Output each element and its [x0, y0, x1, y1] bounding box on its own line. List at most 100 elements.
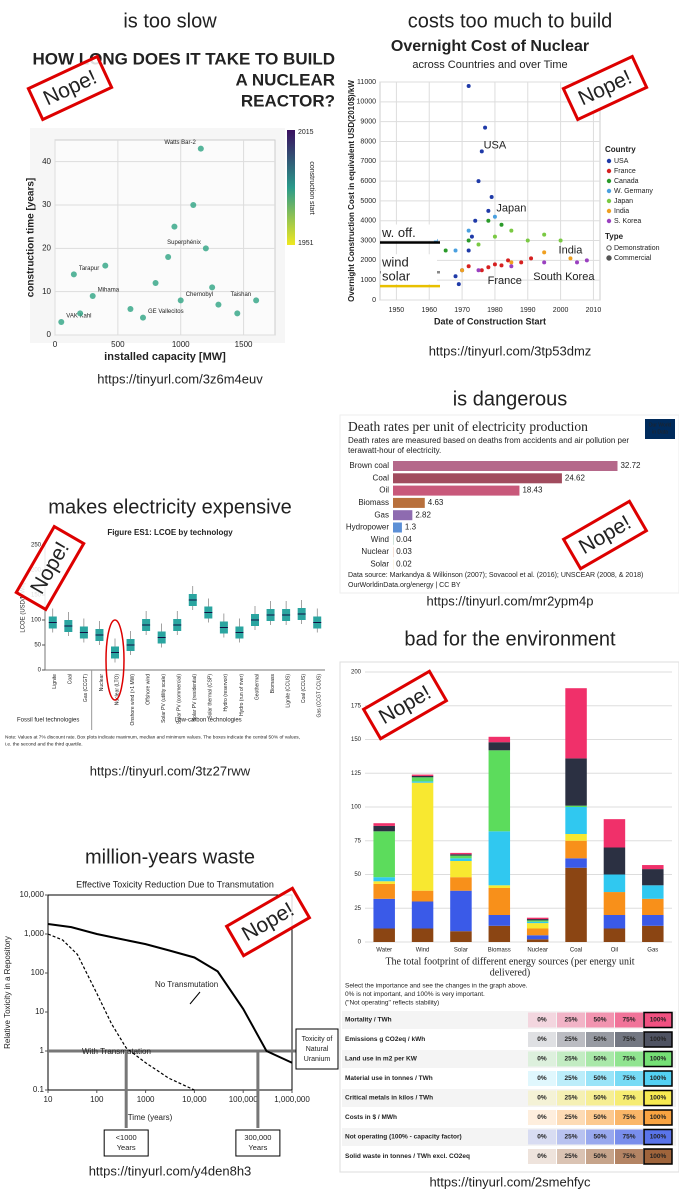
level-label[interactable]: 25%	[564, 1075, 577, 1082]
level-cell	[528, 1071, 556, 1086]
row-label: Mortality / TWh	[345, 1017, 392, 1024]
level-label[interactable]: 0%	[537, 1153, 547, 1160]
link[interactable]: https://tinyurl.com/3z6m4euv	[97, 371, 263, 386]
level-label[interactable]: 0%	[537, 1095, 547, 1102]
point	[476, 268, 481, 273]
category-label: Solar PV (commercial)	[177, 674, 183, 724]
point	[499, 263, 504, 268]
level-label[interactable]: 0%	[537, 1056, 547, 1063]
source: OurWorldinData.org/energy | CC BY	[348, 582, 461, 589]
x-tick-label: 2010	[586, 307, 602, 314]
y-tick-label: 6000	[360, 178, 376, 185]
point	[58, 319, 65, 325]
bar-segment	[565, 858, 587, 868]
level-cell	[615, 1129, 643, 1145]
link[interactable]: https://tinyurl.com/mr2ypm4p	[427, 593, 594, 608]
level-label[interactable]: 25%	[564, 1114, 577, 1121]
level-label[interactable]: 0%	[537, 1134, 547, 1141]
table-row	[342, 1108, 676, 1127]
level-label[interactable]: 75%	[622, 1134, 635, 1141]
level-label[interactable]: 25%	[564, 1134, 577, 1141]
group-label: Fossil fuel technologies	[17, 718, 79, 724]
bar-segment	[526, 920, 549, 922]
level-label[interactable]: 50%	[593, 1056, 606, 1063]
link[interactable]: https://tinyurl.com/2smehfyc	[429, 1174, 591, 1189]
level-label[interactable]: 50%	[593, 1017, 606, 1024]
link[interactable]: https://tinyurl.com/y4den8h3	[89, 1163, 252, 1178]
level-label[interactable]: 75%	[622, 1153, 635, 1160]
y-tick-label: 1000	[360, 277, 376, 284]
level-cell	[586, 1012, 614, 1028]
level-label[interactable]: 50%	[593, 1095, 606, 1102]
level-label[interactable]: 25%	[564, 1036, 577, 1043]
point	[165, 254, 172, 260]
chart-title: HOW LONG DOES IT TAKE TO BUILD	[32, 49, 335, 68]
chart-title: Effective Toxicity Reduction Due to Tran…	[76, 879, 274, 889]
y-tick-label: 7000	[360, 158, 376, 165]
level-label[interactable]: 100%	[650, 1153, 667, 1160]
level-label[interactable]: 75%	[622, 1114, 635, 1121]
level-label[interactable]: 0%	[537, 1075, 547, 1082]
bar-segment	[450, 861, 472, 878]
table-row	[342, 1128, 676, 1146]
reference-label: Natural	[306, 1046, 329, 1053]
point	[558, 238, 563, 243]
point	[492, 262, 497, 267]
level-label[interactable]: 100%	[650, 1036, 667, 1043]
point	[542, 232, 547, 237]
value-label: 0.03	[396, 547, 412, 556]
bar-segment	[450, 877, 472, 891]
level-label[interactable]: 100%	[650, 1056, 667, 1063]
y-tick-label: 0	[47, 330, 52, 339]
level-cell	[586, 1071, 614, 1086]
heading: bad for the environment	[404, 628, 616, 650]
bar-segment	[565, 840, 587, 859]
highlight	[105, 619, 125, 701]
link[interactable]: https://tinyurl.com/3tp53dmz	[429, 343, 592, 358]
reference-label-bg	[381, 224, 437, 241]
level-label[interactable]: 75%	[622, 1075, 635, 1082]
point	[466, 83, 471, 88]
y-tick-label: 8000	[360, 138, 376, 145]
bar-segment	[642, 869, 664, 886]
level-label[interactable]: 75%	[622, 1036, 635, 1043]
level-label[interactable]: 0%	[537, 1017, 547, 1024]
level-cell	[643, 1089, 673, 1107]
bar-segment	[488, 831, 511, 886]
reference-label-bg	[381, 268, 437, 285]
y-tick-label: 1	[40, 1046, 45, 1055]
level-label[interactable]: 100%	[650, 1134, 667, 1141]
level-label[interactable]: 50%	[593, 1075, 606, 1082]
y-tick-label: 100	[351, 805, 362, 811]
level-label[interactable]: 75%	[622, 1017, 635, 1024]
level-label[interactable]: 50%	[593, 1114, 606, 1121]
level-label[interactable]: 100%	[650, 1114, 667, 1121]
link[interactable]: https://tinyurl.com/3tz27rww	[90, 763, 251, 778]
bar-segment	[411, 775, 434, 778]
level-label[interactable]: 0%	[537, 1036, 547, 1043]
y-tick-label: 10	[35, 1007, 44, 1016]
level-label[interactable]: 100%	[650, 1017, 667, 1024]
x-tick-label: 2000	[553, 307, 569, 314]
level-label[interactable]: 50%	[593, 1036, 606, 1043]
y-tick-label: 10000	[357, 99, 377, 106]
x-tick-label: 100,000	[229, 1095, 258, 1104]
level-label[interactable]: 50%	[593, 1134, 606, 1141]
level-label[interactable]: 75%	[622, 1056, 635, 1063]
level-label[interactable]: 25%	[564, 1017, 577, 1024]
level-label[interactable]: 25%	[564, 1153, 577, 1160]
level-label[interactable]: 100%	[650, 1095, 667, 1102]
y-tick-label: 2000	[360, 257, 376, 264]
level-label[interactable]: 0%	[537, 1114, 547, 1121]
level-label[interactable]: 25%	[564, 1056, 577, 1063]
level-label[interactable]: 100%	[650, 1075, 667, 1082]
level-cell	[615, 1149, 643, 1164]
y-tick-label: 200	[351, 670, 362, 676]
bar-segment	[488, 750, 511, 832]
instruction: Select the importance and see the change…	[345, 983, 528, 990]
level-label[interactable]: 75%	[622, 1095, 635, 1102]
level-label[interactable]: 50%	[593, 1153, 606, 1160]
marker-box	[235, 1129, 281, 1157]
level-label[interactable]: 25%	[564, 1095, 577, 1102]
y-tick-label: 0	[372, 297, 376, 304]
